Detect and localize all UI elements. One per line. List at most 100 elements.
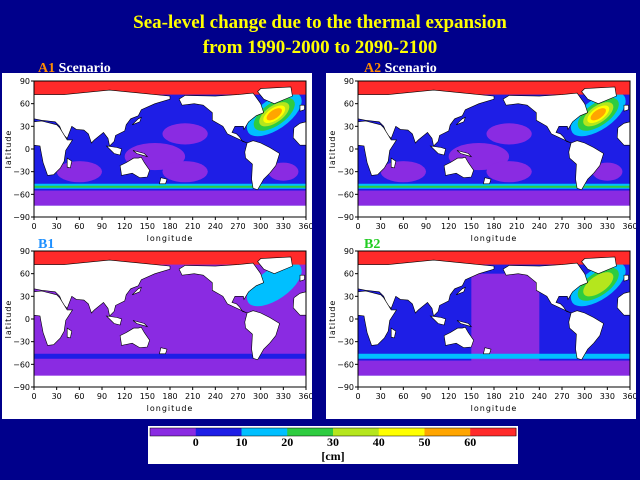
landmass	[244, 310, 280, 361]
x-tick-label: 330	[600, 222, 615, 231]
y-tick-label: −90	[337, 383, 354, 392]
x-tick-label: 300	[577, 222, 592, 231]
colorbar-swatch	[195, 428, 242, 436]
x-tick-label: 330	[276, 222, 291, 231]
landmass	[429, 145, 446, 156]
y-axis-label: latitude	[4, 300, 13, 339]
landmass	[159, 347, 168, 355]
y-tick-label: −30	[13, 338, 30, 347]
x-tick-label: 120	[117, 222, 132, 231]
colorbar-unit: [cm]	[321, 449, 344, 463]
x-tick-label: 180	[162, 222, 177, 231]
southern-ocean	[358, 360, 630, 376]
x-axis-label: longitude	[471, 234, 518, 243]
y-axis-label: latitude	[328, 130, 337, 169]
north-atlantic-warm	[266, 108, 282, 121]
scenario-code: B1	[38, 237, 55, 252]
x-tick-label: 240	[532, 222, 547, 231]
x-tick-label: 30	[52, 392, 62, 401]
y-tick-label: −30	[337, 168, 354, 177]
x-tick-label: 240	[208, 392, 223, 401]
y-tick-label: 30	[344, 122, 354, 131]
colorbar-swatch	[333, 428, 380, 436]
landmass	[357, 120, 398, 176]
southern-front-green	[34, 185, 306, 188]
landmass	[257, 86, 293, 105]
x-tick-label: 150	[464, 392, 479, 401]
landmass	[502, 262, 589, 314]
landmass	[568, 140, 604, 191]
scenario-word: Scenario	[383, 237, 436, 252]
north-atlantic-warm	[246, 262, 302, 307]
scenario-code: B2	[364, 237, 381, 252]
y-tick-label: 60	[20, 100, 30, 109]
y-tick-label: 60	[20, 270, 30, 279]
x-tick-label: 210	[185, 392, 200, 401]
x-tick-label: 210	[185, 222, 200, 231]
x-tick-label: 300	[253, 222, 268, 231]
north-atlantic-warm	[583, 272, 614, 297]
landmass	[502, 92, 589, 144]
x-tick-label: 330	[600, 392, 615, 401]
landmass	[623, 274, 629, 282]
x-axis-label: longitude	[147, 234, 194, 243]
x-tick-label: 30	[52, 222, 62, 231]
ocean-pacific-low	[471, 273, 540, 361]
landmass	[132, 150, 149, 158]
x-axis-label: longitude	[471, 404, 518, 413]
scenario-word: Scenario	[384, 61, 437, 76]
map-plot-area	[357, 80, 631, 218]
x-tick-label: 270	[554, 222, 569, 231]
colorbar-label: 0	[193, 435, 199, 449]
scenario-label-b1: B1 Scenario	[38, 237, 110, 253]
map-panel-a1: 90 60 30 0 −30 −60 −90 0 30 60 90 120 150 180 210 240 27…	[2, 73, 312, 249]
colorbar-label: 30	[327, 435, 339, 449]
x-tick-label: 90	[421, 392, 431, 401]
x-tick-label: 120	[441, 222, 456, 231]
colorbar-swatch	[378, 428, 425, 436]
y-axis-label: latitude	[328, 300, 337, 339]
landmass	[443, 326, 474, 349]
x-tick-label: 90	[97, 222, 107, 231]
colorbar-swatch	[470, 428, 517, 436]
landmass	[581, 86, 617, 105]
x-tick-label: 60	[398, 222, 408, 231]
landmass	[178, 262, 265, 314]
antarctica	[358, 375, 630, 387]
landmass	[132, 320, 149, 328]
colorbar-swatch	[287, 428, 334, 436]
southern-ocean	[34, 190, 306, 206]
x-tick-label: 30	[376, 222, 386, 231]
x-tick-label: 60	[398, 392, 408, 401]
y-tick-label: −30	[13, 168, 30, 177]
x-tick-label: 240	[532, 392, 547, 401]
colorbar-label: 40	[373, 435, 385, 449]
y-tick-label: −90	[13, 383, 30, 392]
y-tick-label: 90	[20, 77, 30, 86]
map-plot-area	[357, 250, 631, 388]
y-tick-label: −30	[337, 338, 354, 347]
y-tick-label: −90	[13, 213, 30, 222]
landmass	[483, 347, 492, 355]
x-tick-label: 0	[31, 392, 36, 401]
x-tick-label: 360	[622, 222, 636, 231]
map-panel-b2: 90 60 30 0 −30 −60 −90 0 30 60 90 120 150 180 210 240 27…	[326, 243, 636, 419]
x-tick-label: 360	[298, 392, 312, 401]
colorbar-frame	[149, 427, 517, 437]
x-tick-label: 90	[421, 222, 431, 231]
colorbar-label: 60	[464, 435, 476, 449]
ocean-low-patch	[162, 161, 208, 183]
landmass	[568, 310, 604, 361]
landmass	[131, 286, 142, 296]
x-tick-label: 300	[577, 392, 592, 401]
y-tick-label: 90	[20, 247, 30, 256]
y-tick-label: −90	[337, 213, 354, 222]
y-tick-label: −60	[13, 190, 30, 199]
colorbar-swatch	[424, 428, 471, 436]
ocean-low-patch	[162, 123, 208, 145]
x-tick-label: 150	[464, 222, 479, 231]
landmass	[390, 157, 397, 169]
x-tick-label: 180	[486, 392, 501, 401]
x-tick-label: 270	[554, 392, 569, 401]
